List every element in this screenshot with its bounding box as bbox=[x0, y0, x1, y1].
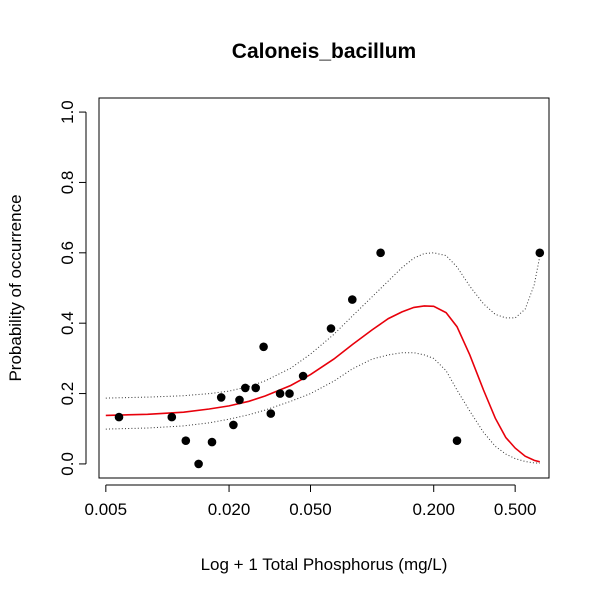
data-point bbox=[207, 437, 217, 447]
fit-curve-layer bbox=[105, 305, 540, 463]
x-tick-label: 0.005 bbox=[85, 500, 128, 519]
x-tick-label: 0.050 bbox=[289, 500, 332, 519]
data-point bbox=[235, 395, 244, 405]
data-point bbox=[216, 393, 226, 402]
data-point bbox=[348, 295, 357, 304]
x-tick-label: 0.500 bbox=[494, 500, 537, 519]
data-point bbox=[167, 412, 177, 422]
y-tick-label: 0.4 bbox=[58, 311, 77, 335]
fit-curve bbox=[105, 305, 540, 463]
data-point bbox=[241, 383, 250, 393]
plot-frame bbox=[98, 97, 550, 479]
chart-title: Caloneis_bacillum bbox=[232, 40, 416, 63]
upper-ci-curve bbox=[105, 252, 541, 399]
data-point bbox=[285, 389, 294, 398]
data-point bbox=[326, 324, 336, 333]
points-layer bbox=[114, 248, 545, 469]
y-axis-label: Probability of occurrence bbox=[6, 194, 25, 381]
x-tick-label: 0.020 bbox=[208, 500, 251, 519]
data-point bbox=[229, 420, 238, 430]
data-point bbox=[181, 436, 191, 446]
data-point bbox=[194, 459, 203, 469]
data-point bbox=[114, 412, 124, 422]
lower-ci-curve bbox=[105, 352, 540, 464]
data-point bbox=[266, 409, 276, 418]
confidence-band-layer bbox=[105, 252, 541, 464]
data-point bbox=[259, 342, 268, 352]
y-tick-label: 0.0 bbox=[58, 452, 77, 476]
data-point bbox=[251, 383, 260, 393]
axes-layer: 0.005 0.020 0.050 0.200 0.500 0.0 0.2 0.4 0.6 0.8… bbox=[58, 100, 536, 519]
data-point bbox=[298, 371, 308, 381]
y-tick-label: 0.2 bbox=[58, 382, 77, 406]
x-tick-label: 0.200 bbox=[412, 500, 455, 519]
y-tick-label: 1.0 bbox=[58, 100, 77, 124]
data-point bbox=[535, 248, 545, 258]
data-point bbox=[376, 248, 385, 258]
data-point bbox=[275, 389, 285, 398]
y-tick-label: 0.8 bbox=[58, 171, 77, 195]
data-point bbox=[452, 436, 462, 446]
x-axis-label: Log + 1 Total Phosphorus (mg/L) bbox=[201, 555, 448, 574]
y-tick-label: 0.6 bbox=[58, 241, 77, 265]
